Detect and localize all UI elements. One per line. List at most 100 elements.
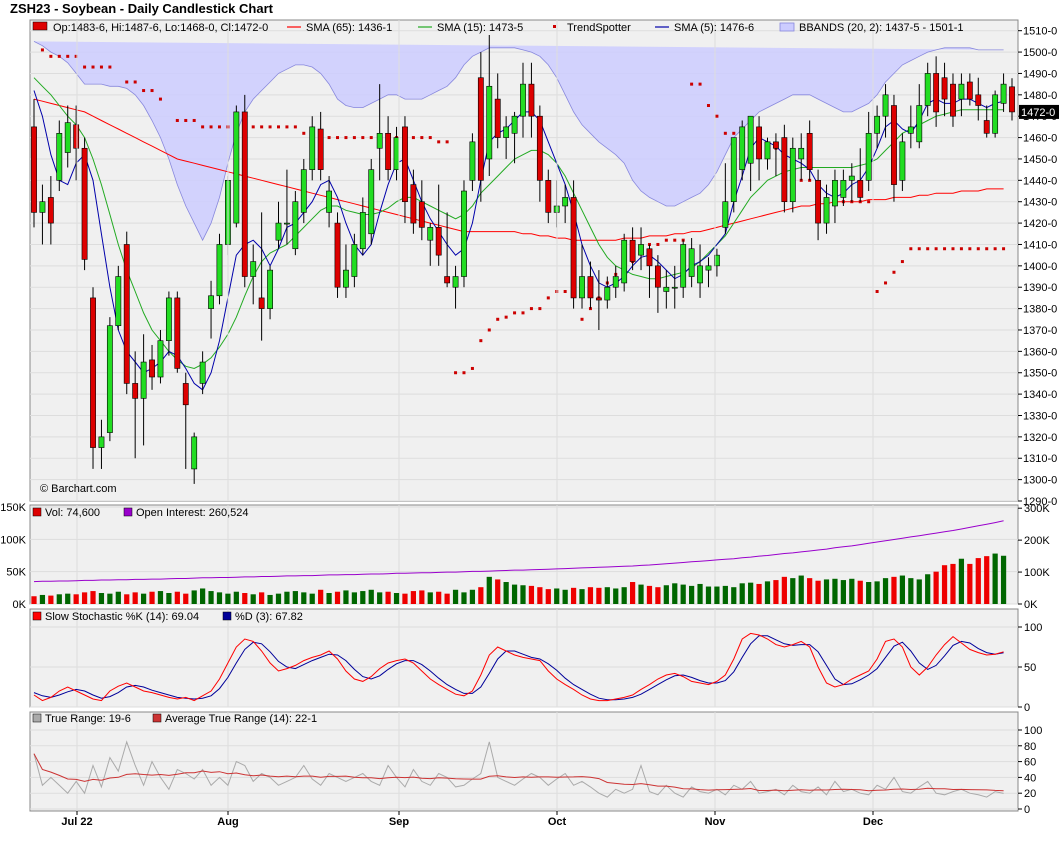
oi-right-tick: 0K xyxy=(1024,599,1038,611)
volume-left-tick: 150K xyxy=(0,502,26,514)
candle-body xyxy=(343,269,349,288)
watermark: © Barchart.com xyxy=(40,483,117,495)
volume-bar xyxy=(360,591,366,604)
volume-bar xyxy=(697,583,703,604)
volume-bar xyxy=(663,585,669,604)
candle-body xyxy=(983,120,990,134)
volume-left-tick: 50K xyxy=(6,567,26,579)
legend-atr-swatch xyxy=(152,713,162,723)
volume-bar xyxy=(419,590,425,604)
x-axis-label: Oct xyxy=(548,816,567,828)
candle-body xyxy=(654,265,661,288)
volume-bar xyxy=(680,584,686,604)
trendspotter-dot xyxy=(437,140,441,144)
candle-body xyxy=(975,94,982,106)
volume-bar xyxy=(216,592,223,604)
price-tick-label: 1490-0 xyxy=(1023,68,1057,80)
candle-body xyxy=(418,201,425,228)
oi-right-tick: 300K xyxy=(1024,503,1050,515)
x-axis-label: Jul 22 xyxy=(61,816,92,828)
volume-bar xyxy=(967,563,973,604)
candle-body xyxy=(806,133,813,170)
trendspotter-dot xyxy=(420,136,424,140)
trendspotter-dot xyxy=(108,65,112,69)
price-tick-label: 1400-0 xyxy=(1023,261,1057,273)
candle-body xyxy=(629,239,636,262)
volume-bar xyxy=(174,591,180,604)
candle-body xyxy=(115,276,122,327)
atr-line xyxy=(33,753,1004,792)
candle-body xyxy=(730,137,737,203)
volume-bar xyxy=(81,592,88,604)
volume-bar xyxy=(309,593,315,604)
price-tick-label: 1510-0 xyxy=(1023,26,1057,38)
candle-body xyxy=(941,77,948,100)
volume-bar xyxy=(773,580,779,604)
candle-body xyxy=(570,197,577,299)
volume-bar xyxy=(503,582,509,604)
price-tick-label: 1300-0 xyxy=(1023,475,1057,487)
legend-sma15: SMA (15): 1473-5 xyxy=(437,22,523,34)
x-axis-label: Nov xyxy=(705,816,727,828)
candle-body xyxy=(410,184,417,224)
candle-body xyxy=(292,201,299,250)
true-range-line xyxy=(33,740,1004,798)
trendspotter-dot xyxy=(538,307,542,311)
legend-vol: Vol: 74,600 xyxy=(45,507,100,519)
volume-bar xyxy=(798,575,804,604)
candle-body xyxy=(545,180,552,213)
trendspotter-dot xyxy=(83,65,87,69)
candle-body xyxy=(815,180,821,224)
volume-bar xyxy=(975,558,981,604)
volume-bar xyxy=(31,596,37,604)
trendspotter-dot xyxy=(993,247,997,251)
candle-body xyxy=(638,244,644,256)
candle-body xyxy=(90,297,96,448)
candle-body xyxy=(47,197,54,224)
volume-left-tick: 100K xyxy=(0,534,26,546)
candle-body xyxy=(494,98,501,138)
stoch-tick-label: 0 xyxy=(1024,702,1030,714)
volume-bar xyxy=(410,591,417,604)
legend-sma5: SMA (5): 1476-6 xyxy=(674,22,754,34)
candle-body xyxy=(191,436,198,470)
trendspotter-dot xyxy=(125,80,129,84)
candle-body xyxy=(1009,86,1015,113)
volume-bar xyxy=(528,585,535,604)
volume-bar xyxy=(832,578,838,604)
trendspotter-dot xyxy=(732,131,736,135)
candle-body xyxy=(705,265,712,271)
volume-bar xyxy=(537,587,543,604)
legend-atr: Average True Range (14): 22-1 xyxy=(165,713,317,725)
chart-title: ZSH23 - Soybean - Daily Candlestick Char… xyxy=(10,1,273,16)
candle-body xyxy=(477,77,484,181)
volume-bar xyxy=(790,578,796,604)
trendspotter-dot xyxy=(369,136,373,140)
volume-bar xyxy=(200,588,206,604)
candle-body xyxy=(520,83,526,117)
volume-bar xyxy=(65,593,71,604)
trendspotter-dot xyxy=(158,97,162,101)
candle-body xyxy=(309,126,316,170)
trendspotter-dot xyxy=(336,136,340,140)
candle-body xyxy=(368,169,375,235)
trendspotter-dot xyxy=(142,89,146,93)
trendspotter-dot xyxy=(968,247,972,251)
trendspotter-dot xyxy=(892,270,896,274)
candle-body xyxy=(64,122,71,153)
candle-body xyxy=(81,147,88,260)
tr-plot xyxy=(33,740,1004,798)
legend-true-range: True Range: 19-6 xyxy=(45,713,131,725)
trendspotter-dot xyxy=(428,136,432,140)
trendspotter-dot xyxy=(934,247,938,251)
volume-bar xyxy=(705,586,712,604)
price-tick-label: 1450-0 xyxy=(1023,154,1057,166)
trendspotter-dot xyxy=(959,247,963,251)
volume-bar xyxy=(554,588,560,604)
volume-bar xyxy=(925,574,931,604)
trendspotter-dot xyxy=(951,247,955,251)
legend-oi-swatch xyxy=(123,507,133,517)
trendspotter-dot xyxy=(99,65,103,69)
volume-bar xyxy=(402,593,408,604)
